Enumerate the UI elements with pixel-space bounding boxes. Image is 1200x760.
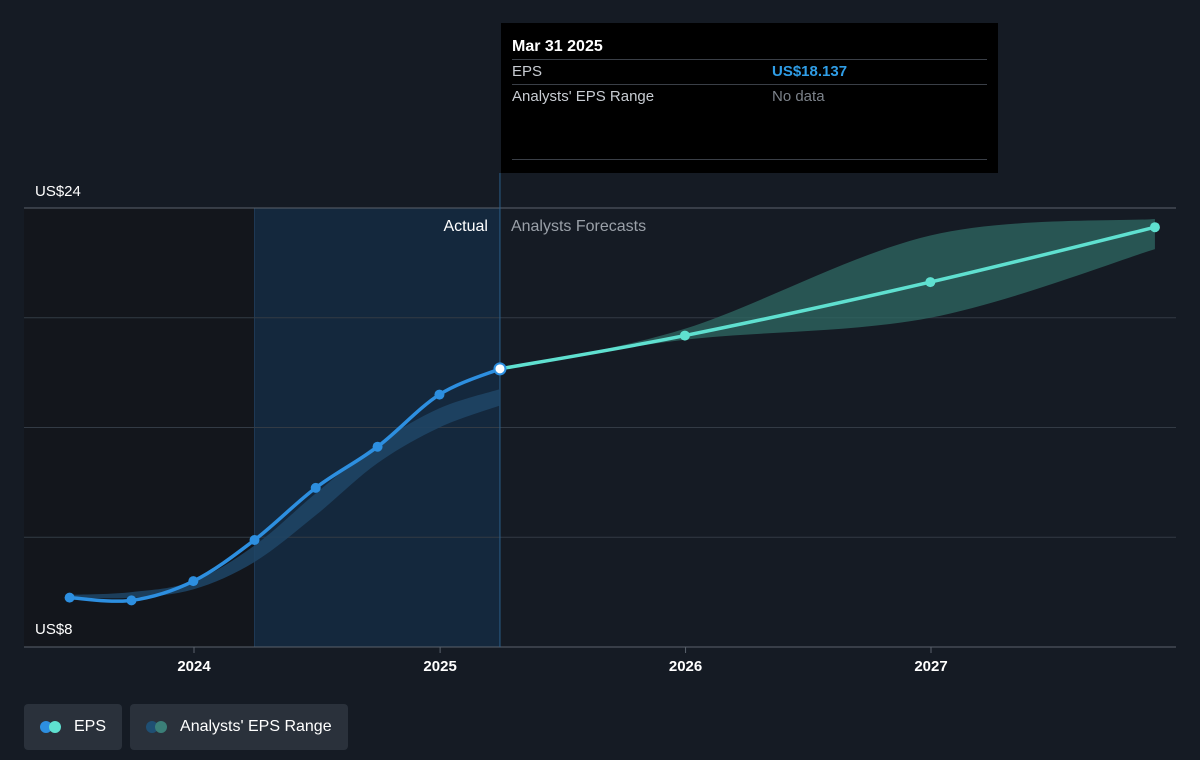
eps-actual-line <box>67 367 502 603</box>
tooltip-range-value: No data <box>772 88 825 105</box>
eps-range-legend-dot-forecast <box>155 721 168 733</box>
x-tick-label-2024: 2024 <box>177 658 211 675</box>
tooltip-eps-label: EPS <box>512 63 543 80</box>
eps-actual-point <box>372 441 383 452</box>
forecast-eps-range-band <box>499 218 1155 369</box>
tooltip-range-label: Analysts' EPS Range <box>512 88 655 105</box>
eps-actual-point <box>64 592 75 603</box>
actual-section-label: Actual <box>443 218 487 235</box>
y-label-bottom: US$8 <box>35 621 73 638</box>
legend-item-eps[interactable]: EPS <box>24 704 123 750</box>
eps-actual-point <box>249 534 260 545</box>
eps-actual-point <box>188 576 199 587</box>
tooltip-row-range: Analysts' EPS Range No data <box>512 84 987 109</box>
forecast-section-label: Analysts Forecasts <box>511 218 646 235</box>
eps-range-legend-icon <box>146 721 170 733</box>
eps-forecast-line <box>498 225 1157 371</box>
actual-eps-range-band <box>69 389 500 599</box>
legend-label-eps-range: Analysts' EPS Range <box>180 718 332 735</box>
eps-forecast-point <box>1149 222 1160 233</box>
x-tick-label-2027: 2027 <box>914 658 947 675</box>
eps-legend-icon <box>40 721 64 733</box>
x-tick-label-2025: 2025 <box>423 658 456 675</box>
x-tick-label-2026: 2026 <box>669 658 702 675</box>
tooltip-row-eps: EPS US$18.137 <box>512 59 987 84</box>
eps-actual-point <box>434 389 445 400</box>
eps-forecast-point <box>679 330 690 341</box>
legend: EPS Analysts' EPS Range <box>24 704 348 750</box>
tooltip-date: Mar 31 2025 <box>512 38 603 55</box>
y-label-top: US$24 <box>35 183 81 200</box>
tooltip-divider <box>512 159 987 160</box>
eps-forecast-point <box>925 277 936 288</box>
eps-point-selected <box>493 362 507 376</box>
eps-actual-point <box>126 595 137 606</box>
tooltip-eps-value: US$18.137 <box>772 63 848 80</box>
tooltip: Mar 31 2025 EPS US$18.137 Analysts' EPS … <box>501 23 998 173</box>
eps-legend-dot-forecast <box>49 721 61 733</box>
legend-label-eps: EPS <box>74 718 107 735</box>
legend-item-eps-range[interactable]: Analysts' EPS Range <box>130 704 348 750</box>
eps-actual-point <box>310 482 321 493</box>
